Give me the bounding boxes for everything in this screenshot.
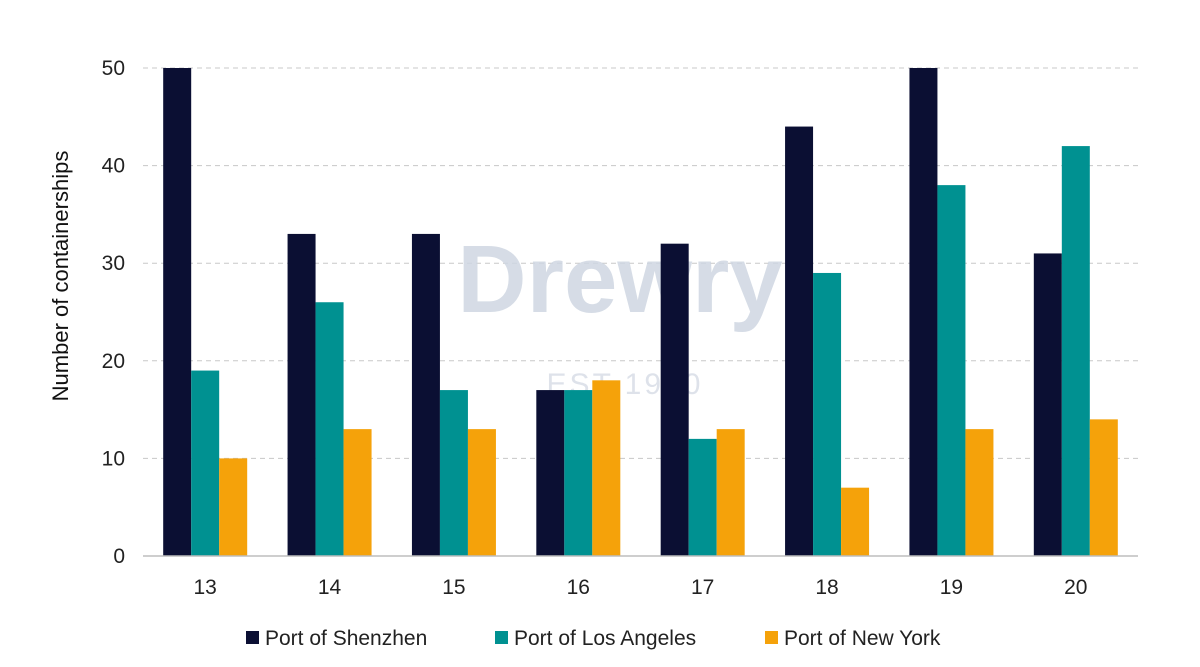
x-tick-label: 17 [691,576,714,599]
y-axis-title: Number of containerships [48,151,73,402]
bar-port-of-new-york-18 [841,487,870,556]
x-tick-labels: 13 14 15 16 17 18 19 20 [194,576,1088,599]
y-tick-label: 10 [102,447,125,470]
x-tick-label: 16 [567,576,590,599]
x-tick-label: 19 [940,576,963,599]
bar-port-of-new-york-17 [716,429,745,556]
bar-port-of-shenzhen-20 [1033,253,1062,556]
legend-label: Port of New York [784,627,941,650]
legend-swatch [246,631,259,644]
y-tick-label: 30 [102,252,125,275]
bar-port-of-shenzhen-16 [536,390,565,556]
bar-port-of-shenzhen-19 [909,68,938,556]
y-tick-label: 40 [102,155,125,178]
bar-port-of-los-angeles-14 [315,302,344,556]
watermark-brand: Drewry [457,226,783,333]
x-tick-label: 13 [194,576,217,599]
bar-port-of-los-angeles-19 [937,185,966,556]
bar-port-of-shenzhen-17 [660,243,689,556]
x-tick-label: 20 [1064,576,1087,599]
y-tick-label: 50 [102,57,125,80]
bar-port-of-new-york-14 [343,429,372,556]
bar-port-of-los-angeles-17 [688,438,717,556]
bar-port-of-new-york-20 [1089,419,1118,556]
x-tick-label: 15 [442,576,465,599]
y-tick-label: 20 [102,350,125,373]
bar-port-of-los-angeles-18 [813,272,842,556]
bar-port-of-shenzhen-18 [785,126,814,556]
bar-port-of-shenzhen-14 [287,233,316,557]
bar-port-of-shenzhen-13 [163,68,192,556]
bar-port-of-new-york-15 [467,429,496,556]
x-tick-label: 18 [815,576,838,599]
y-tick-labels: 0 10 20 30 40 50 [102,57,125,568]
bar-port-of-los-angeles-15 [439,390,468,556]
x-tick-label: 14 [318,576,342,599]
bar-port-of-new-york-16 [592,380,621,556]
bar-port-of-los-angeles-20 [1061,146,1090,556]
bar-port-of-shenzhen-15 [411,233,440,557]
legend-label: Port of Shenzhen [265,627,427,650]
bar-port-of-new-york-19 [965,429,994,556]
bar-port-of-los-angeles-16 [564,390,593,556]
watermark: Drewry EST 1970 [457,226,783,401]
legend: Port of Shenzhen Port of Los Angeles Port … [246,627,941,650]
legend-label: Port of Los Angeles [514,627,696,650]
y-tick-label: 0 [113,545,125,568]
bar-port-of-los-angeles-13 [191,370,220,556]
legend-swatch [765,631,778,644]
bar-port-of-new-york-13 [219,458,248,556]
bars [163,68,1118,557]
legend-swatch [495,631,508,644]
